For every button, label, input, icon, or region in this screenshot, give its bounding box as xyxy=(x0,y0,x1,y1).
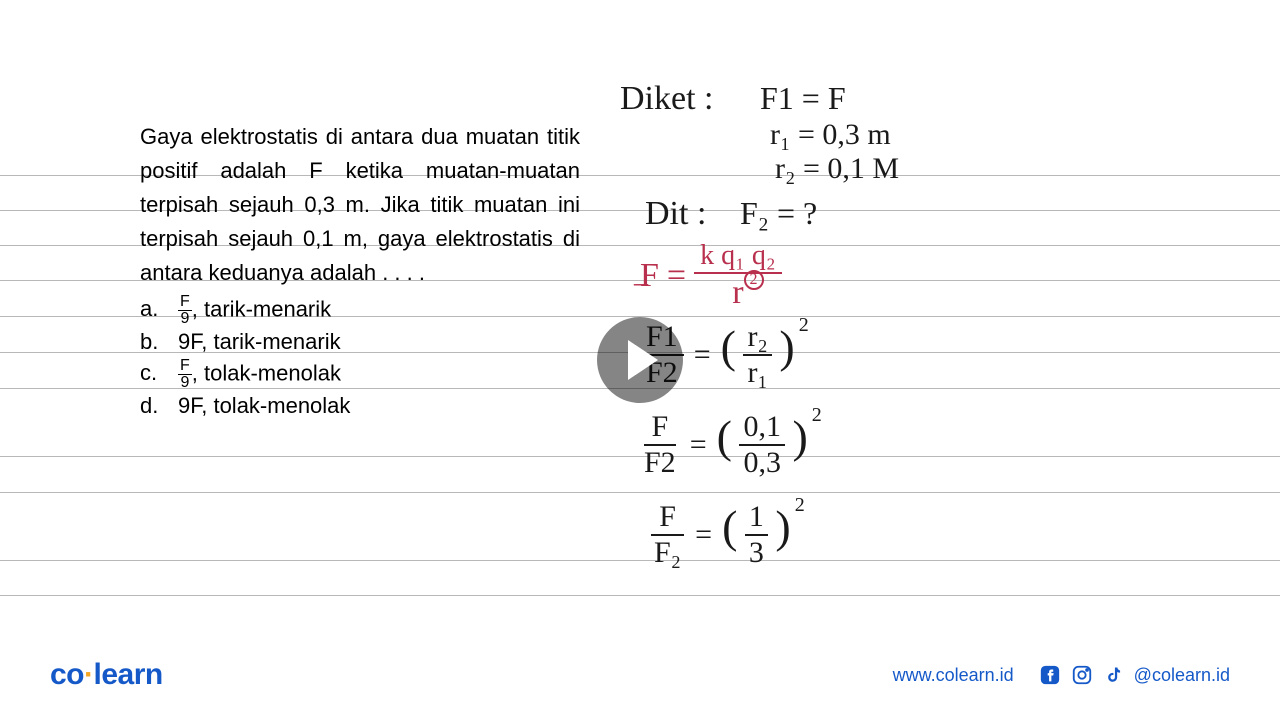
formula-num: k q₁ q₂ xyxy=(694,240,782,274)
social-handle[interactable]: @colearn.id xyxy=(1134,665,1230,686)
ratio2-rhs: ( 0,1 0,3 ) 2 xyxy=(717,410,808,480)
option-a: a. F 9 , tarik-menarik xyxy=(140,294,580,327)
tiktok-icon[interactable] xyxy=(1102,663,1126,687)
facebook-icon[interactable] xyxy=(1038,663,1062,687)
question-text: Gaya elektrostatis di antara dua muatan … xyxy=(140,120,580,422)
formula-den: r xyxy=(732,274,743,311)
option-text: 9F, tolak-menolak xyxy=(178,391,350,422)
hw-diket-label: Diket : xyxy=(620,80,713,118)
fraction-denominator: 9 xyxy=(178,311,192,327)
logo-learn: learn xyxy=(94,658,163,691)
footer-right: www.colearn.id @colearn.id xyxy=(893,663,1230,687)
option-letter: d. xyxy=(140,391,160,422)
option-b: b. 9F, tarik-menarik xyxy=(140,327,580,358)
logo: co·learn xyxy=(50,658,163,692)
social-icons: @colearn.id xyxy=(1038,663,1230,687)
footer: co·learn www.colearn.id @colearn.id xyxy=(0,658,1280,692)
option-c: c. F 9 , tolak-menolak xyxy=(140,358,580,391)
option-letter: a. xyxy=(140,294,160,327)
hw-diket-line2: r₁ = 0,3 m xyxy=(770,118,891,152)
fraction: F 9 xyxy=(178,294,192,327)
option-d: d. 9F, tolak-menolak xyxy=(140,391,580,422)
play-button[interactable] xyxy=(597,317,683,403)
website-url[interactable]: www.colearn.id xyxy=(893,665,1014,686)
ratio1-rhs: ( r₂ r₁ ) 2 xyxy=(721,320,795,390)
fraction-numerator: F xyxy=(178,358,192,375)
hw-dit-value: F₂ = ? xyxy=(740,195,817,232)
option-suffix: , tarik-menarik xyxy=(192,297,331,322)
option-suffix: , tolak-menolak xyxy=(192,361,341,386)
option-letter: c. xyxy=(140,358,160,391)
question-body: Gaya elektrostatis di antara dua muatan … xyxy=(140,120,580,290)
ratio3-rhs: ( 1 3 ) 2 xyxy=(722,500,791,570)
hw-ratio3: F F₂ = ( 1 3 ) 2 xyxy=(650,500,791,570)
hw-underline: _ xyxy=(634,258,648,290)
ratio3-lhs: F F₂ xyxy=(650,500,685,570)
instagram-icon[interactable] xyxy=(1070,663,1094,687)
play-icon xyxy=(628,340,658,380)
hw-ratio2: F F2 = ( 0,1 0,3 ) 2 xyxy=(640,410,808,480)
ratio2-lhs: F F2 xyxy=(640,410,680,480)
formula-fraction: k q₁ q₂ r 2 xyxy=(694,240,782,312)
fraction-denominator: 9 xyxy=(178,375,192,391)
fraction: F 9 xyxy=(178,358,192,391)
fraction-numerator: F xyxy=(178,294,192,311)
formula-power-circled: 2 xyxy=(744,270,764,290)
option-text: 9F, tarik-menarik xyxy=(178,327,341,358)
hw-diket-line3: r₂ = 0,1 M xyxy=(775,152,899,186)
logo-co: co xyxy=(50,658,84,691)
hw-formula: F = k q₁ q₂ r 2 xyxy=(640,240,782,312)
hw-dit-label: Dit : xyxy=(645,195,706,233)
options-list: a. F 9 , tarik-menarik b. 9F, tarik-mena… xyxy=(140,294,580,422)
hw-diket-line1: F1 = F xyxy=(760,80,846,117)
option-letter: b. xyxy=(140,327,160,358)
logo-dot: · xyxy=(84,658,94,691)
